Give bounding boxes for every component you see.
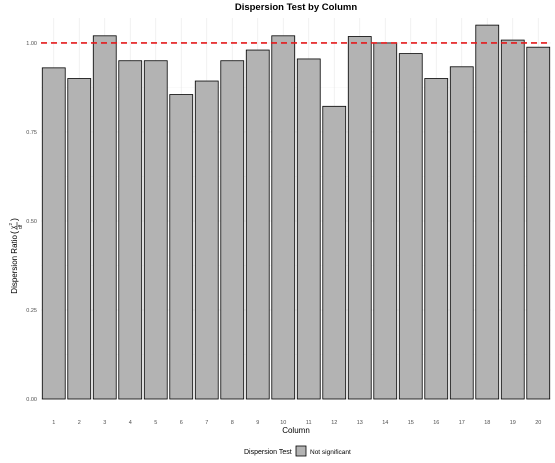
bar-column-16 [424, 78, 449, 400]
y-axis-title: Dispersion Ratio ( χ 2 df ) [8, 218, 24, 294]
bar-column-5 [143, 60, 168, 400]
x-tick-label: 20 [535, 420, 541, 426]
x-tick-label: 15 [408, 420, 414, 426]
bar-column-4 [118, 60, 143, 400]
x-tick-label: 18 [484, 420, 490, 426]
bar-column-12 [322, 105, 347, 400]
bar-column-20 [526, 46, 551, 400]
bar-column-9 [245, 49, 270, 400]
bars [41, 24, 551, 400]
bar-column-7 [194, 80, 219, 400]
x-tick-label: 13 [357, 420, 363, 426]
legend: Dispersion Test Not significant [244, 445, 351, 457]
x-axis-title: Column [282, 426, 310, 435]
x-tick-label: 16 [433, 420, 439, 426]
y-axis-title-paren-close: ) [9, 218, 19, 221]
x-tick-label: 2 [78, 420, 81, 426]
x-axis-ticks: 1 2 3 4 5 6 7 8 9 10 11 12 13 14 15 16 17 18 19 20 [52, 420, 541, 426]
x-tick-label: 19 [510, 420, 516, 426]
x-tick-label: 8 [231, 420, 234, 426]
x-tick-label: 3 [103, 420, 106, 426]
legend-swatch [295, 445, 307, 457]
x-tick-label: 11 [306, 420, 312, 426]
legend-label: Not significant [310, 449, 351, 456]
chart-title: Dispersion Test by Column [235, 2, 357, 13]
y-tick-label: 1.00 [26, 41, 37, 47]
x-tick-label: 4 [129, 420, 132, 426]
x-tick-label: 17 [459, 420, 465, 426]
y-axis-title-text: Dispersion Ratio [10, 234, 19, 293]
bar-column-8 [220, 60, 245, 400]
y-tick-label: 0.75 [26, 130, 37, 136]
bar-column-1 [41, 67, 66, 400]
y-axis-ticks: 0.00 0.25 0.50 0.75 1.00 [26, 41, 37, 403]
bar-column-2 [67, 78, 92, 400]
x-tick-label: 7 [205, 420, 208, 426]
bar-column-11 [296, 58, 321, 400]
grid [41, 18, 551, 400]
x-tick-label: 10 [280, 420, 286, 426]
bar-column-19 [500, 39, 525, 400]
x-tick-label: 5 [154, 420, 157, 426]
y-axis-title-paren-open: ( [9, 231, 19, 234]
x-tick-label: 1 [52, 420, 55, 426]
y-axis-title-chi: χ [11, 225, 17, 229]
x-tick-label: 6 [180, 420, 183, 426]
bar-column-13 [347, 36, 372, 400]
y-tick-label: 0.50 [26, 219, 37, 225]
y-tick-label: 0.25 [26, 308, 37, 314]
x-tick-label: 12 [331, 420, 337, 426]
bar-column-17 [449, 66, 474, 400]
legend-title: Dispersion Test [244, 449, 292, 456]
y-axis-title-df: df [18, 224, 24, 229]
bar-column-3 [92, 35, 117, 400]
bar-column-14 [373, 42, 398, 400]
bar-column-15 [398, 53, 423, 400]
y-tick-label: 0.00 [26, 397, 37, 403]
x-tick-label: 14 [382, 420, 388, 426]
y-axis-title-sup: 2 [8, 223, 13, 226]
x-tick-label: 9 [256, 420, 259, 426]
bar-column-18 [475, 24, 500, 400]
bar-column-10 [271, 35, 296, 400]
bar-column-6 [169, 94, 194, 400]
